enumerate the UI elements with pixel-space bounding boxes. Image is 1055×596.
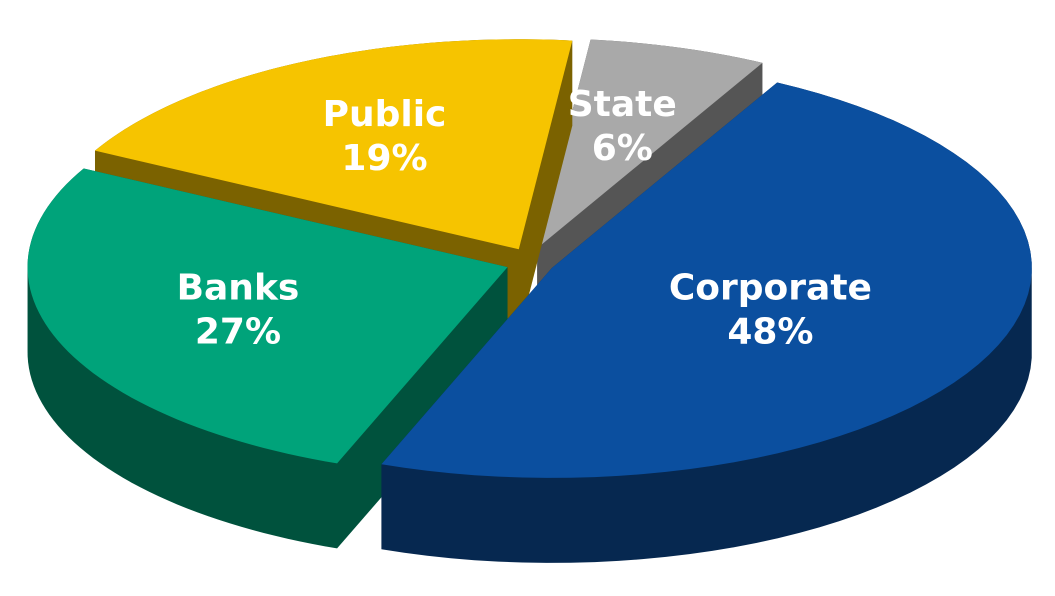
slice (94, 39, 573, 250)
slice-label: Corporate (669, 267, 872, 308)
value-label: 6% (592, 128, 653, 169)
slice-label: Public (323, 94, 447, 135)
slice-label: Banks (177, 267, 300, 308)
slice (27, 168, 508, 464)
slice-label: State (568, 84, 677, 125)
slice (537, 39, 763, 249)
value-label: 48% (727, 311, 813, 352)
slice (381, 82, 1032, 478)
value-label: 27% (195, 311, 281, 352)
value-label: 19% (341, 138, 427, 179)
